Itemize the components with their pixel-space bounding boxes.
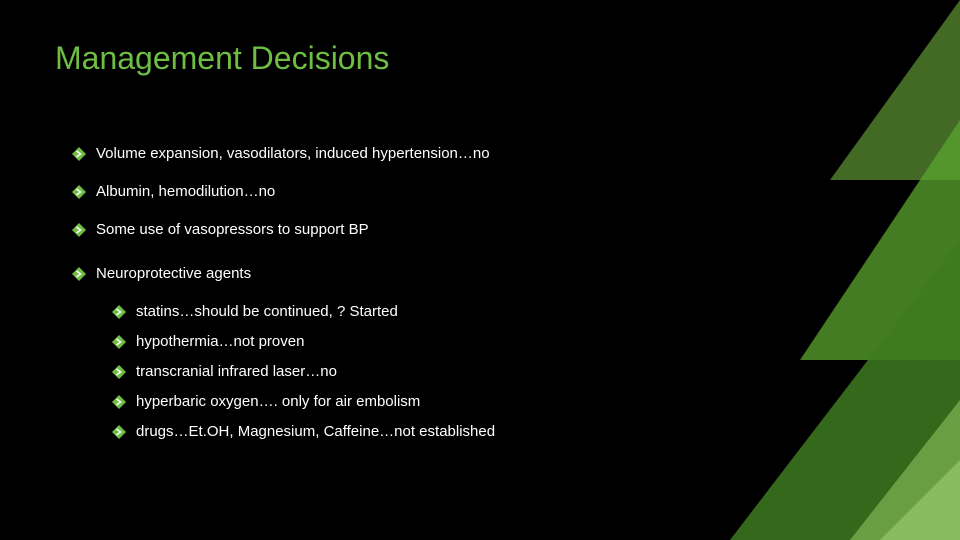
slide: Management Decisions Volume expansion, v…: [0, 0, 960, 540]
list-item: hyperbaric oxygen…. only for air embolis…: [72, 393, 780, 411]
list-item: Volume expansion, vasodilators, induced …: [72, 145, 780, 163]
bullet-icon: [72, 147, 86, 161]
list-item-text: hyperbaric oxygen…. only for air embolis…: [126, 393, 420, 411]
list-item: transcranial infrared laser…no: [72, 363, 780, 381]
list-item-text: Albumin, hemodilution…no: [86, 183, 275, 201]
list-item-text: Neuroprotective agents: [86, 265, 251, 283]
bullet-icon: [72, 223, 86, 237]
list-item-text: transcranial infrared laser…no: [126, 363, 337, 381]
bullet-icon: [72, 185, 86, 199]
list-item-text: Some use of vasopressors to support BP: [86, 221, 369, 239]
bullet-icon: [112, 365, 126, 379]
list-item: Some use of vasopressors to support BP: [72, 221, 780, 239]
list-item: statins…should be continued, ? Started: [72, 303, 780, 321]
list-item: Neuroprotective agents: [72, 265, 780, 283]
list-item-text: drugs…Et.OH, Magnesium, Caffeine…not est…: [126, 423, 495, 441]
bullet-list: Volume expansion, vasodilators, induced …: [72, 145, 780, 453]
list-item: drugs…Et.OH, Magnesium, Caffeine…not est…: [72, 423, 780, 441]
bullet-icon: [112, 395, 126, 409]
list-item-text: statins…should be continued, ? Started: [126, 303, 398, 321]
list-item-text: hypothermia…not proven: [126, 333, 304, 351]
list-item: Albumin, hemodilution…no: [72, 183, 780, 201]
list-item-text: Volume expansion, vasodilators, induced …: [86, 145, 490, 163]
bullet-icon: [112, 425, 126, 439]
slide-title: Management Decisions: [55, 40, 389, 77]
bullet-icon: [112, 335, 126, 349]
list-item: hypothermia…not proven: [72, 333, 780, 351]
bullet-icon: [72, 267, 86, 281]
bullet-icon: [112, 305, 126, 319]
